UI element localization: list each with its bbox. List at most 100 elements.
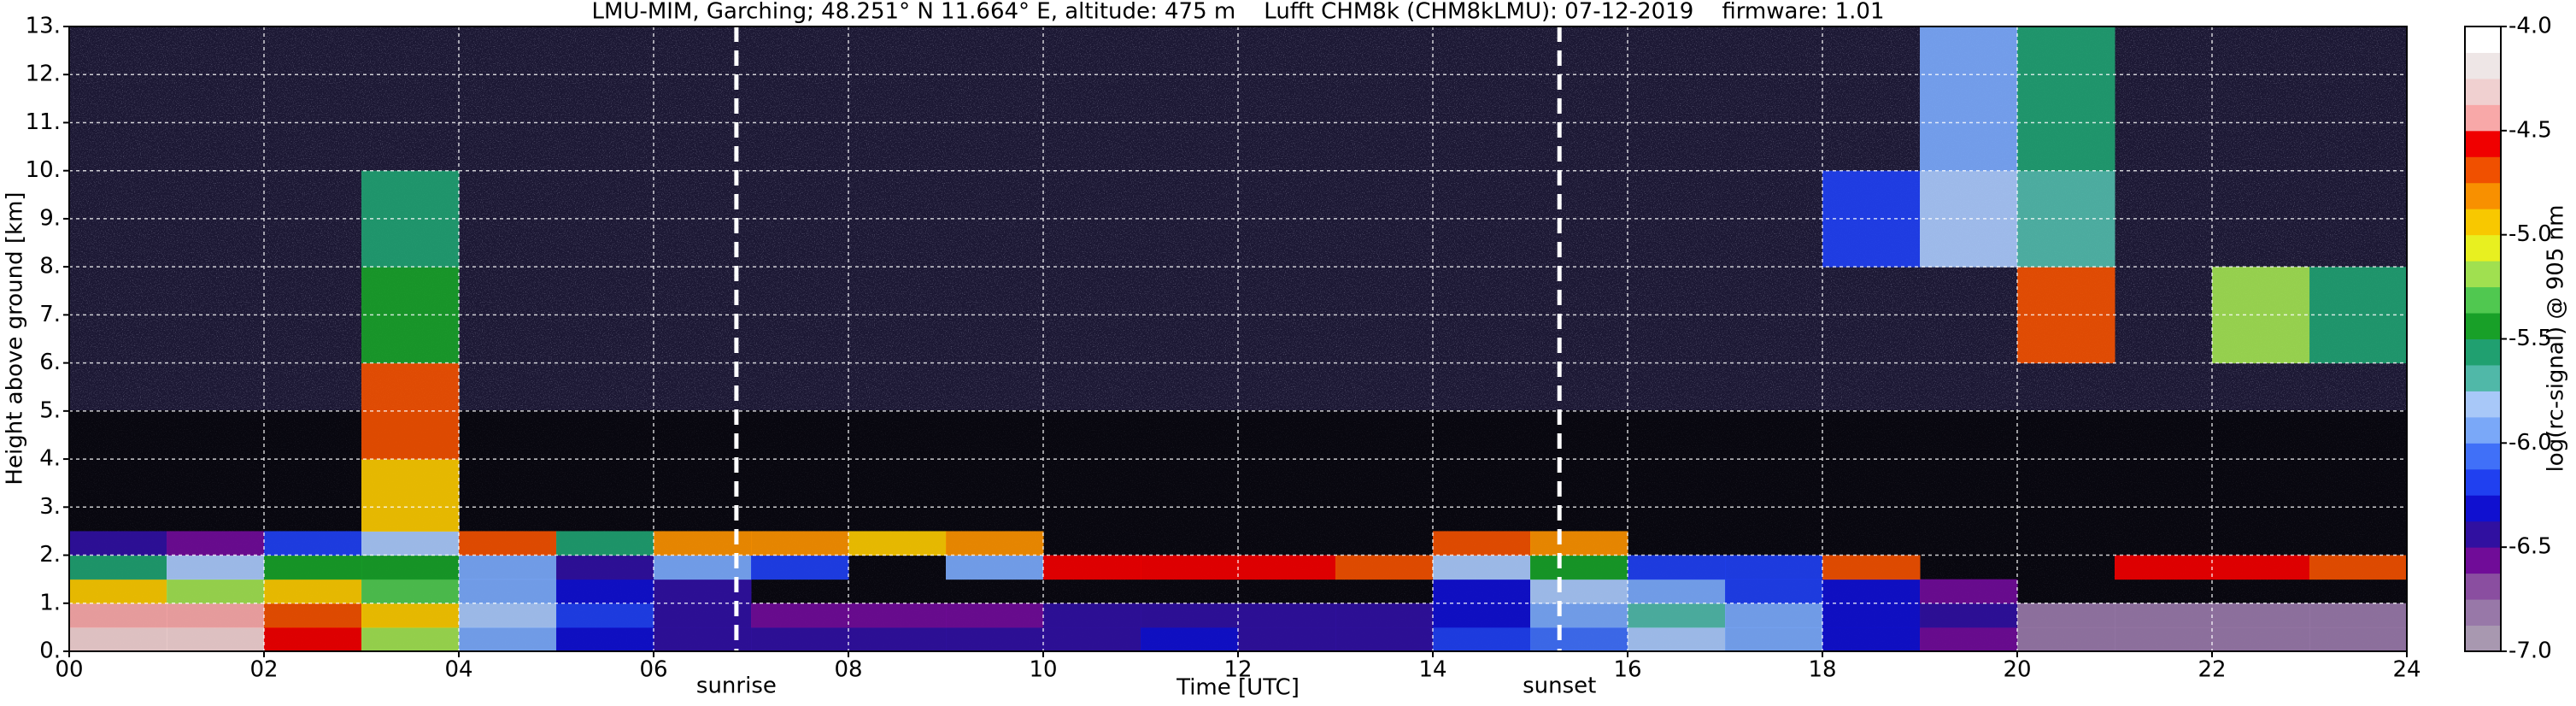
x-tick-label: 18 [1808,657,1836,683]
colorbar-swatch [2465,625,2501,652]
heatmap-cell [1822,579,1921,604]
x-tick-label: 14 [1418,657,1446,683]
heatmap-cell [459,579,557,604]
heatmap-cell [69,603,167,628]
x-tick-label: 06 [639,657,667,683]
heatmap-cell [556,531,654,556]
colorbar-swatch [2465,468,2501,496]
heatmap-cell [1530,627,1628,652]
heatmap-cell [264,627,362,652]
x-axis-label: Time [UTC] [1176,675,1300,701]
heatmap-cell [946,555,1044,580]
y-tick-label: 5. [39,397,61,423]
heatmap-cell [264,531,362,556]
heatmap-cell [2212,267,2310,364]
heatmap-cell [751,531,849,556]
colorbar-tick-label: -4.0 [2509,14,2552,39]
x-tick-label: 08 [834,657,862,683]
heatmap-cell [848,603,947,628]
heatmap-cell [946,531,1044,556]
heatmap-cell [1628,603,1726,628]
heatmap-cell [69,531,167,556]
heatmap-cell [1335,627,1434,652]
heatmap-cell [1043,627,1141,652]
colorbar-swatch [2465,78,2501,105]
colorbar-swatch [2465,495,2501,522]
heatmap-cell [2017,603,2115,628]
heatmap-cell [459,555,557,580]
heatmap-cell [2309,603,2408,628]
heatmap-cell [751,555,849,580]
heatmap-cell [1141,555,1239,580]
annotation-label: sunrise [696,674,777,699]
heatmap-cell [1141,627,1239,652]
colorbar-swatch [2465,261,2501,288]
heatmap-cell [361,459,460,532]
heatmap-cell [1433,531,1531,556]
heatmap-cell [2115,603,2213,628]
colorbar-tick-label: -5.5 [2509,326,2552,351]
heatmap-cell [556,603,654,628]
colorbar-tick-label: -7.0 [2509,638,2552,664]
colorbar-swatch [2465,182,2501,209]
chart-title: LMU-MIM, Garching; 48.251° N 11.664° E, … [592,0,1885,25]
y-tick-label: 12. [26,62,61,87]
heatmap-cell [2309,627,2408,652]
heatmap-cell [167,579,265,604]
x-tick-label: 22 [2198,657,2226,683]
heatmap-cell [1238,603,1336,628]
heatmap-cell [1920,603,2018,628]
plot-frame [68,26,2408,652]
heatmap-cell [1530,555,1628,580]
heatmap-cell [1725,555,1823,580]
colorbar-swatch [2465,52,2501,79]
annotation-label: sunset [1523,674,1596,699]
heatmap-cell [1628,555,1726,580]
colorbar-tick-label: -6.0 [2509,430,2552,456]
colorbar-swatch [2465,338,2501,366]
y-tick-label: 4. [39,446,61,472]
heatmap-cell [2212,627,2310,652]
heatmap-cell [1335,603,1434,628]
x-tick-label: 12 [1223,657,1252,683]
colorbar-swatch [2465,443,2501,470]
heatmap-cell [167,531,265,556]
y-tick-label: 0. [39,638,61,664]
y-tick-label: 11. [26,109,61,135]
colorbar-swatch [2465,547,2501,574]
heatmap-cell [1725,579,1823,604]
colorbar-tick-label: -5.0 [2509,221,2552,247]
heatmap-cell [556,579,654,604]
heatmap-cell [2115,627,2213,652]
heatmap-cell [556,627,654,652]
heatmap-cell [1141,603,1239,628]
heatmap-cell [1238,627,1336,652]
heatmap-cell [69,579,167,604]
heatmap-cell [751,603,849,628]
y-axis-label: Height above ground [km] [3,191,28,485]
heatmap-cell [167,627,265,652]
colorbar-swatch [2465,286,2501,314]
colorbar-swatch [2465,209,2501,236]
heatmap-cell [69,555,167,580]
y-tick-label: 6. [39,350,61,375]
colorbar-swatch [2465,234,2501,262]
heatmap-cell [1335,555,1434,580]
heatmap-cell [1920,579,2018,604]
colorbar-tick-label: -4.5 [2509,117,2552,143]
heatmap-cell [1530,531,1628,556]
heatmap-cell [1725,603,1823,628]
heatmap-cell [1920,627,2018,652]
heatmap-cell [1433,627,1531,652]
heatmap-cell [1433,555,1531,580]
heatmap-cell [556,555,654,580]
heatmap-cell [361,555,460,580]
heatmap-cell [1822,603,1921,628]
heatmap-cell [1530,579,1628,604]
heatmap-cell [1043,555,1141,580]
colorbar-swatch [2465,130,2501,157]
heatmap-cell [1238,555,1336,580]
colorbar-swatch [2465,391,2501,418]
heatmap-cell [459,627,557,652]
